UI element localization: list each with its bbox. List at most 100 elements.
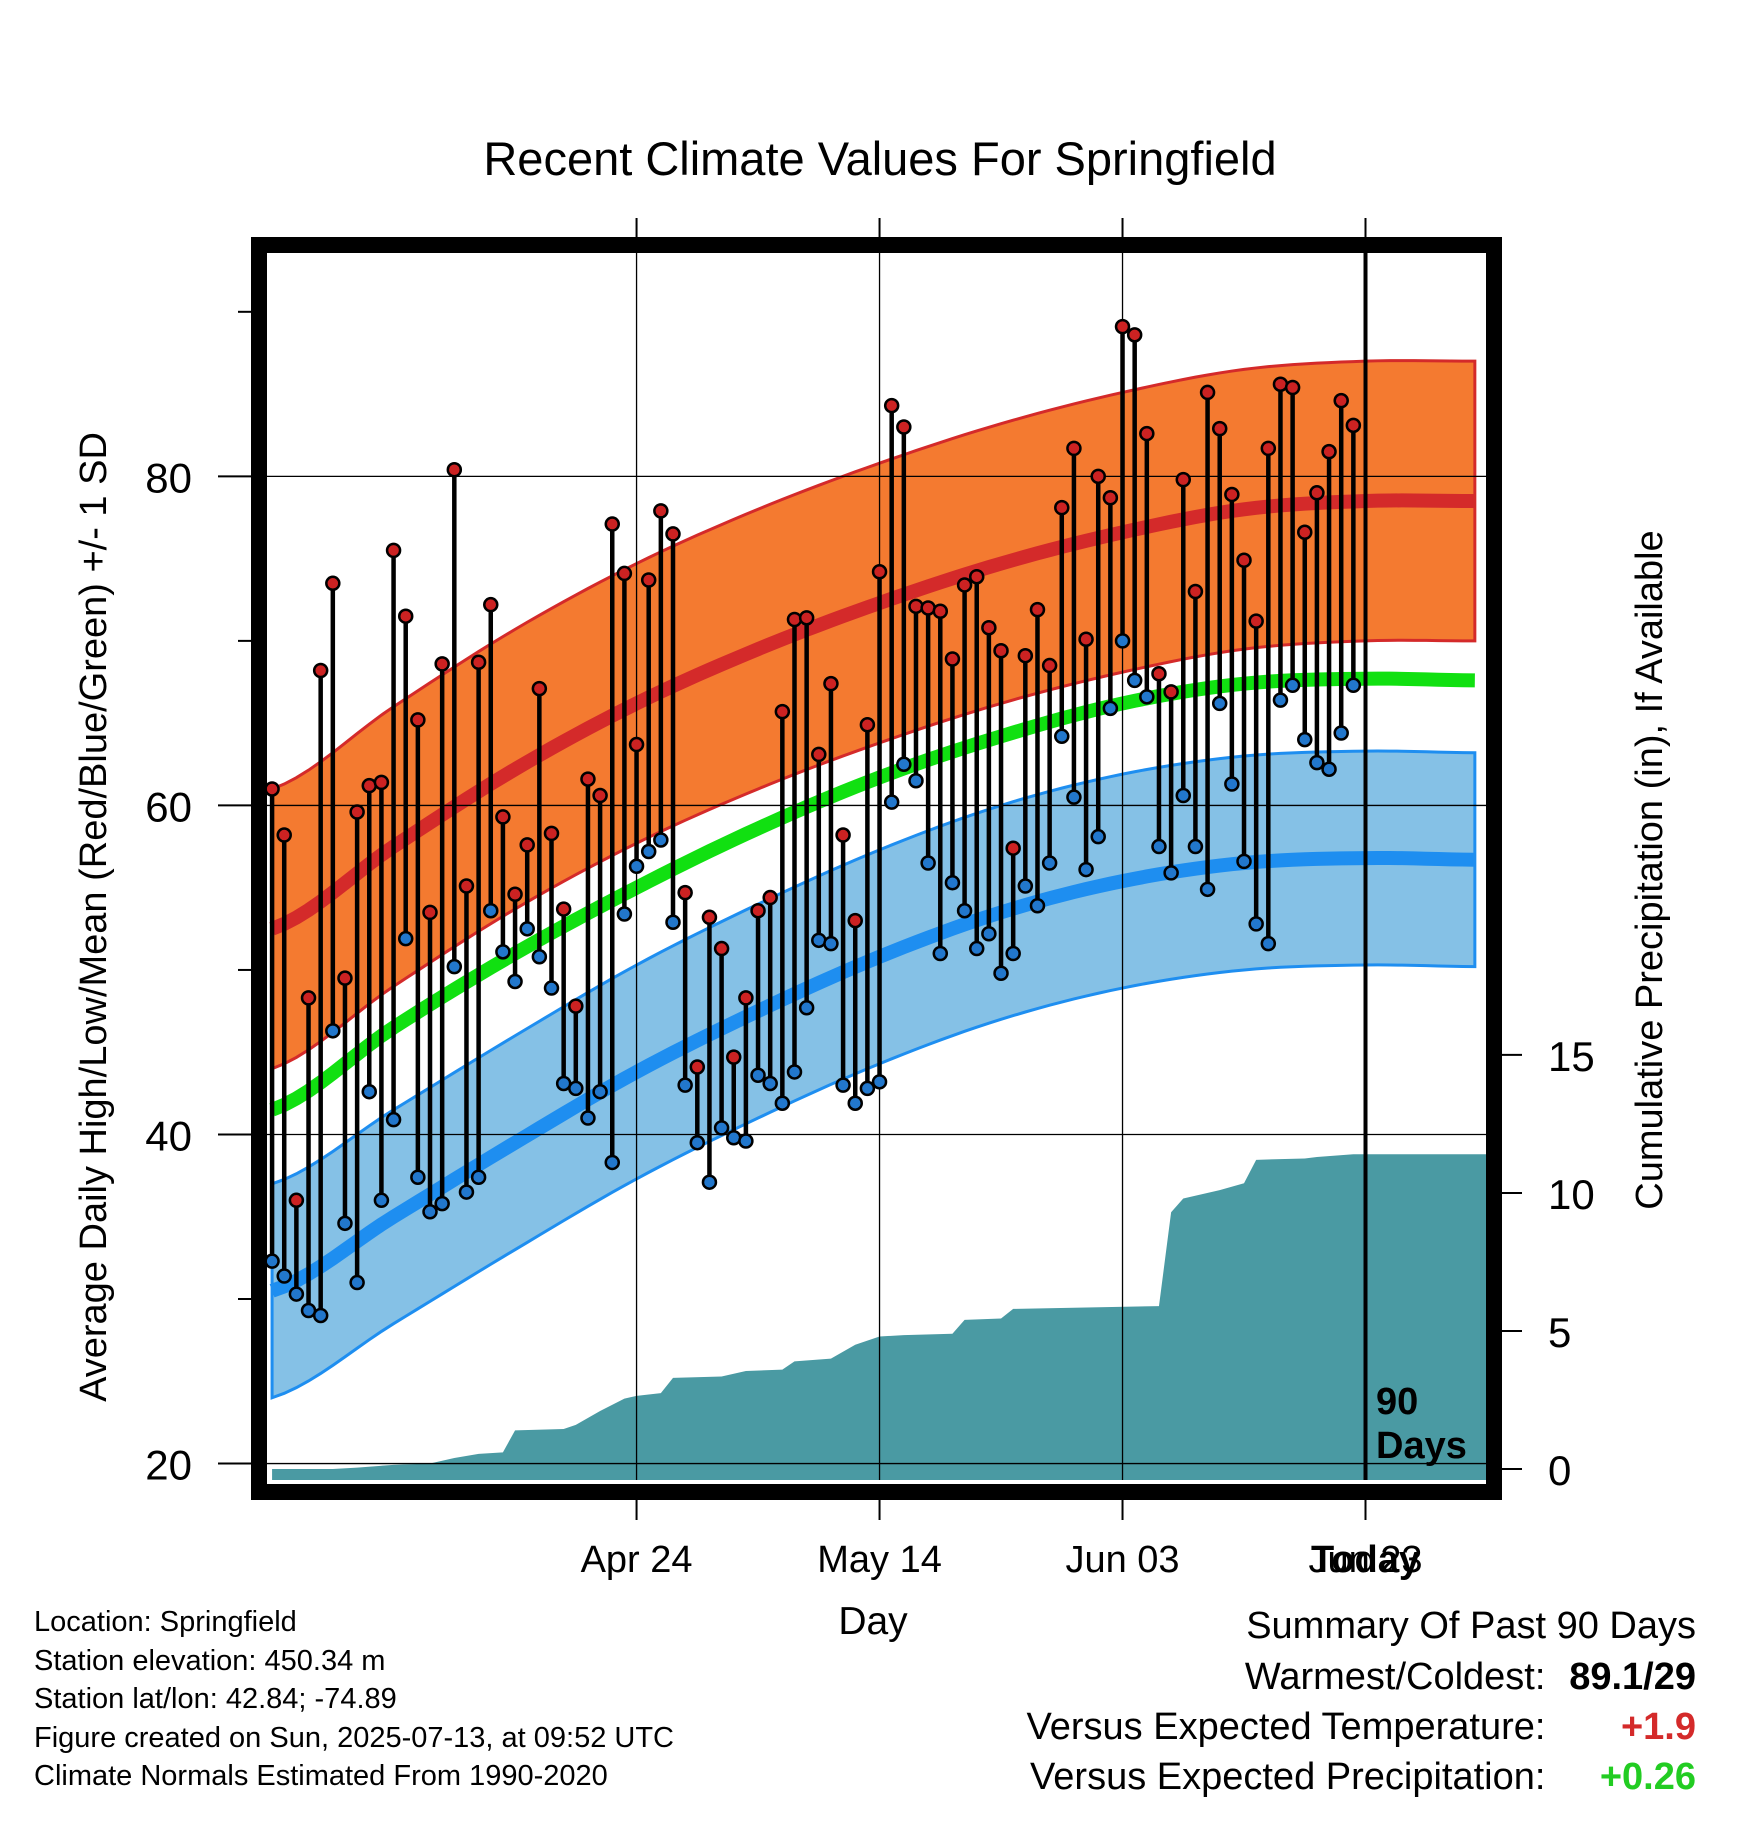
daily-high-point <box>750 902 766 919</box>
daily-high-point <box>1054 499 1070 516</box>
daily-high-point <box>847 912 863 929</box>
daily-high-point <box>276 827 292 843</box>
daily-high-point <box>495 809 511 825</box>
daily-high-point <box>993 643 1009 659</box>
daily-high-point <box>1187 583 1204 600</box>
temp-anomaly-label: Versus Expected Temperature: <box>1026 1706 1546 1748</box>
daily-high-point <box>1309 485 1325 501</box>
daily-low-point <box>1345 677 1362 694</box>
today-label-90: 90 <box>1376 1381 1418 1423</box>
daily-high-point <box>325 575 341 592</box>
daily-low-point <box>677 1077 693 1093</box>
daily-low-point <box>653 832 669 848</box>
daily-high-point <box>774 703 791 720</box>
daily-high-point <box>1260 440 1277 457</box>
daily-low-point <box>762 1075 778 1092</box>
daily-high-point <box>1224 486 1240 503</box>
daily-low-point <box>956 902 973 919</box>
daily-low-point <box>1090 828 1106 845</box>
daily-low-point <box>1066 789 1082 805</box>
daily-high-point <box>373 774 390 791</box>
daily-high-point <box>932 603 949 620</box>
daily-low-point <box>349 1274 365 1291</box>
y-axis-left: 20 40 60 80 <box>145 310 252 1489</box>
daily-high-point <box>713 940 730 957</box>
daily-high-point <box>1321 443 1337 460</box>
daily-low-point <box>774 1095 791 1111</box>
daily-high-point <box>1236 552 1252 569</box>
daily-high-point <box>580 771 596 787</box>
daily-high-point <box>1017 647 1034 664</box>
daily-low-point <box>1078 861 1094 878</box>
low-sd-band <box>270 749 1477 1400</box>
daily-high-point <box>349 804 365 820</box>
daily-low-point <box>276 1268 292 1284</box>
daily-high-point <box>896 419 912 435</box>
daily-high-point <box>653 503 669 519</box>
daily-high-point <box>1163 684 1179 700</box>
high-sd-band <box>270 359 1477 1071</box>
warmest-coldest-row: Warmest/Coldest: 89.1/29 <box>1027 1652 1696 1702</box>
daily-high-point <box>1114 318 1131 335</box>
y-axis-label: Average Daily High/Low/Mean (Red/Blue/Gr… <box>73 432 115 1402</box>
daily-high-point <box>835 827 851 843</box>
daily-high-point <box>1005 840 1021 856</box>
daily-low-point <box>1248 916 1264 932</box>
daily-high-point <box>823 675 839 692</box>
daily-low-point <box>458 1184 475 1200</box>
daily-low-point <box>665 914 681 930</box>
daily-high-point <box>434 656 450 672</box>
daily-low-point <box>1102 700 1119 717</box>
daily-low-point <box>738 1133 754 1149</box>
daily-low-point <box>312 1307 329 1324</box>
daily-high-point <box>266 781 280 797</box>
daily-high-point <box>1211 420 1228 437</box>
daily-low-point <box>689 1134 706 1151</box>
daily-high-point <box>410 712 426 728</box>
daily-high-point <box>859 717 876 733</box>
daily-low-point <box>1005 945 1021 962</box>
daily-low-point <box>592 1083 608 1100</box>
daily-low-point <box>580 1110 596 1126</box>
daily-high-point <box>1041 657 1058 674</box>
daily-low-point <box>1139 689 1155 705</box>
daily-low-point <box>288 1286 305 1302</box>
x-tick-label: May 14 <box>817 1539 942 1581</box>
y2-axis-label: Cumulative Precipitation (in), If Availa… <box>1629 530 1671 1209</box>
daily-low-point <box>871 1074 888 1090</box>
daily-low-point <box>1211 695 1228 712</box>
y-tick-label: 20 <box>145 1442 192 1489</box>
daily-high-point <box>1248 613 1264 629</box>
daily-low-point <box>483 902 499 919</box>
daily-high-point <box>762 889 778 906</box>
daily-high-point <box>616 565 633 582</box>
precip-anomaly-row: Versus Expected Precipitation: +0.26 <box>1027 1752 1696 1802</box>
daily-low-point <box>507 973 523 990</box>
precipitation-fill <box>272 1154 1487 1480</box>
daily-low-point <box>495 944 511 960</box>
daily-low-point <box>1126 672 1143 689</box>
daily-high-point <box>1102 489 1119 506</box>
daily-high-point <box>1126 327 1143 343</box>
daily-low-point <box>1199 881 1216 898</box>
daily-high-point <box>677 884 693 901</box>
precip-anomaly-label: Versus Expected Precipitation: <box>1030 1756 1546 1798</box>
daily-low-point <box>968 940 985 957</box>
daily-high-point <box>604 516 621 532</box>
y2-tick-label: 10 <box>1548 1171 1595 1218</box>
y2-tick-label: 15 <box>1548 1033 1595 1080</box>
daily-low-point <box>701 1174 718 1190</box>
x-axis-label: Day <box>838 1600 908 1643</box>
daily-high-point <box>422 904 438 921</box>
daily-high-point <box>981 619 997 636</box>
precip-anomaly-value: +0.26 <box>1599 1756 1696 1798</box>
daily-high-point <box>1345 417 1362 434</box>
daily-low-point <box>932 945 949 962</box>
daily-high-point <box>555 901 572 917</box>
daily-low-point <box>434 1195 450 1212</box>
normal-mean-line <box>269 671 1475 1117</box>
x-tick-label: Apr 24 <box>581 1539 693 1581</box>
daily-low-point <box>847 1095 863 1111</box>
